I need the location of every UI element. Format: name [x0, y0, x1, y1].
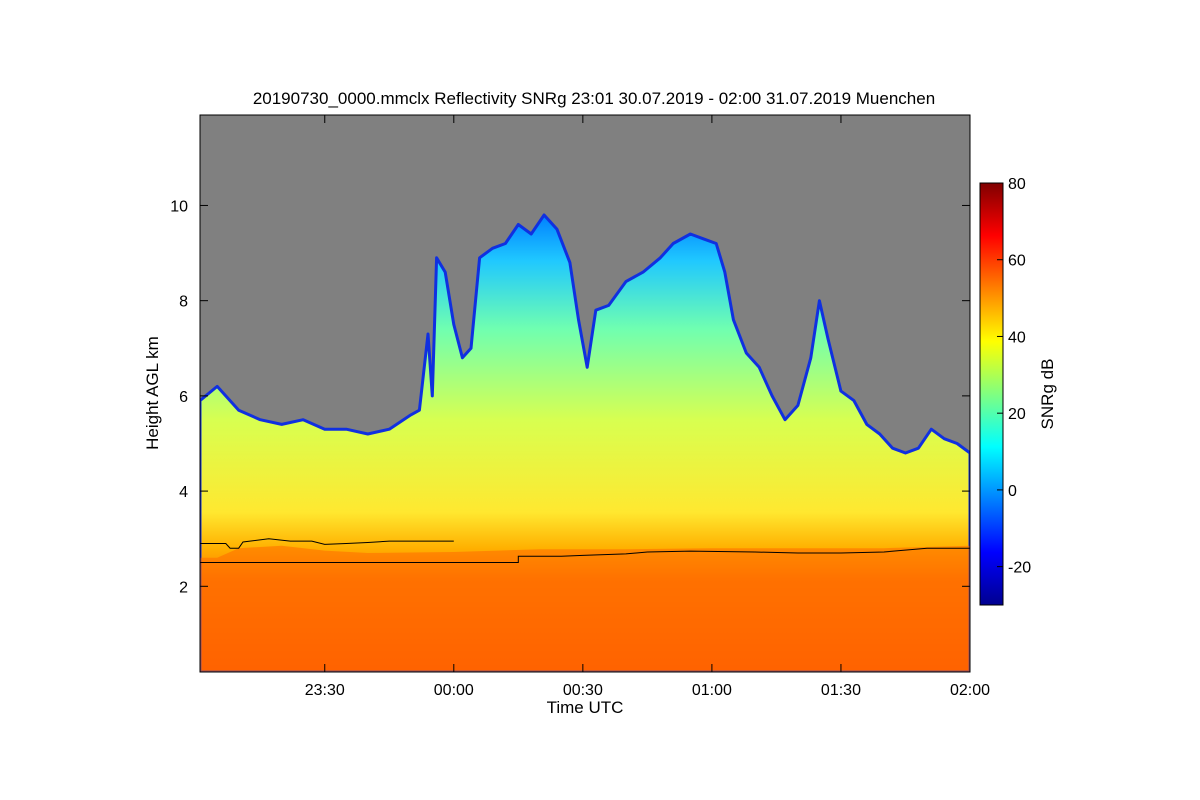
plot-area — [200, 115, 970, 672]
colorbar-tick-label: 60 — [1008, 253, 1026, 270]
x-tick-label: 02:00 — [950, 682, 990, 699]
x-tick-label: 01:30 — [821, 682, 861, 699]
colorbar-tick-label: 40 — [1008, 329, 1026, 346]
y-tick-label: 6 — [179, 389, 188, 406]
overlay-line — [200, 538, 454, 549]
echo-top-edge — [200, 213, 970, 672]
colorbar-tick-label: 20 — [1008, 406, 1026, 423]
plot-frame — [199, 114, 971, 673]
x-axis-label: Time UTC — [547, 698, 624, 717]
colorbar-ticks: 80 60 40 20 0 -20 — [997, 176, 1031, 577]
x-axis: 23:30 00:00 00:30 01:00 01:30 02:00 — [305, 115, 990, 699]
colorbar-tick-label: -20 — [1008, 560, 1031, 577]
x-tick-label: 00:00 — [434, 682, 474, 699]
colorbar-tick-label: 80 — [1008, 176, 1026, 193]
overlay-line — [200, 547, 970, 563]
y-tick-label: 8 — [179, 294, 188, 311]
x-tick-label: 23:30 — [305, 682, 345, 699]
y-axis-label: Height AGL km — [143, 336, 162, 450]
low-level-layer — [200, 545, 970, 672]
x-tick-label: 01:00 — [692, 682, 732, 699]
overlay-lines — [200, 538, 970, 563]
colorbar-tick-label: 0 — [1008, 483, 1017, 500]
y-tick-label: 10 — [170, 198, 188, 215]
colorbar: 80 60 40 20 0 -20 SNRg dB — [979, 176, 1057, 606]
x-tick-label: 00:30 — [563, 682, 603, 699]
y-axis: 2 4 6 8 10 — [170, 198, 970, 596]
chart-title: 20190730_0000.mmclx Reflectivity SNRg 23… — [253, 89, 935, 108]
y-tick-label: 2 — [179, 579, 188, 596]
colorbar-label: SNRg dB — [1038, 359, 1057, 430]
colorbar-fill — [979, 182, 1004, 606]
reflectivity-field — [200, 213, 970, 672]
y-tick-label: 4 — [179, 484, 188, 501]
